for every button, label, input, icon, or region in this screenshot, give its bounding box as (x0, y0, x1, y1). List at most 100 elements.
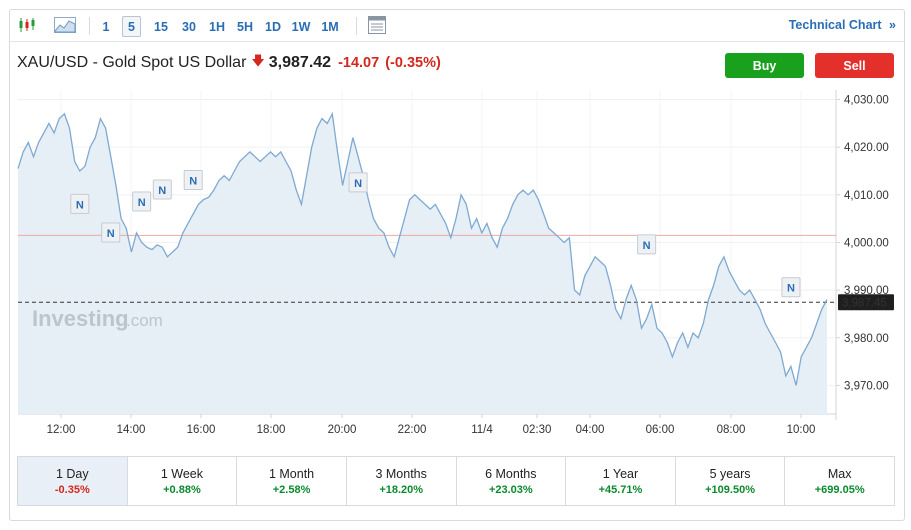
news-marker-label: N (107, 228, 115, 240)
indicators-icon[interactable] (366, 15, 388, 35)
watermark-brand: Investing (32, 306, 129, 331)
buy-button[interactable]: Buy (725, 53, 804, 78)
news-marker-inner (638, 235, 655, 253)
area-chart-icon[interactable] (52, 15, 78, 35)
period-label: 5 years (709, 466, 751, 481)
x-tick-label: 14:00 (117, 424, 146, 436)
y-tick-label: 4,020.00 (844, 142, 889, 154)
news-marker[interactable]: N (132, 191, 152, 212)
price-area (18, 113, 827, 415)
news-marker-inner (102, 223, 119, 241)
timeframe-1h[interactable]: 1H (209, 19, 225, 34)
news-marker[interactable]: N (637, 234, 657, 255)
technical-chart-link[interactable]: Technical Chart » (789, 18, 896, 32)
period-label: 1 Day (55, 466, 89, 481)
price-change-percent: (-0.35%) (385, 55, 441, 71)
news-marker[interactable]: N (781, 277, 801, 298)
technical-chart-label: Technical Chart (788, 18, 882, 32)
period-change: +0.88% (163, 483, 201, 496)
chart-toolbar: 1 5 15 30 1H 5H 1D 1W 1M Technical Chart… (10, 10, 904, 42)
price-line (17, 111, 828, 386)
y-tick-label: 4,000.00 (844, 237, 889, 249)
period-label: 3 Months (375, 466, 427, 481)
timeframe-15[interactable]: 15 (154, 19, 168, 34)
y-tick-label: 3,990.00 (844, 285, 889, 297)
toolbar-divider (89, 17, 90, 35)
x-tick-label: 10:00 (787, 424, 816, 436)
news-marker-label: N (354, 178, 362, 190)
x-tick-label: 22:00 (398, 424, 427, 436)
period-label: 1 Year (602, 466, 639, 481)
period-change: +109.50% (705, 483, 755, 496)
timeframe-1w[interactable]: 1W (291, 19, 311, 34)
y-tick-label: 4,010.00 (844, 190, 889, 202)
x-tick-label: 20:00 (328, 424, 357, 436)
performance-periods: 1 Day -0.35% 1 Week +0.88% 1 Month +2.58% 3 Mo… (17, 456, 895, 506)
x-axis: 12:00 14:00 16:00 18:00 20:00 22:00 11/4 02:30 0… (47, 414, 816, 436)
last-price: 3,987.42 (268, 54, 332, 71)
news-marker[interactable]: N (70, 193, 90, 214)
timeframe-1[interactable]: 1 (102, 19, 110, 34)
investing-watermark: Investing .com (32, 306, 163, 331)
timeframe-30[interactable]: 30 (182, 19, 196, 34)
period-change: +18.20% (379, 483, 424, 496)
news-marker[interactable]: N (101, 222, 121, 243)
period-change: +2.58% (272, 483, 311, 496)
news-marker-label: N (787, 283, 795, 295)
double-chevron-right-icon: » (889, 18, 896, 32)
sell-button[interactable]: Sell (815, 53, 894, 78)
period-1-week[interactable]: 1 Week +0.88% (128, 457, 238, 505)
period-change: -0.35% (54, 483, 90, 496)
news-marker-inner (350, 173, 367, 191)
period-max[interactable]: Max +699.05% (785, 457, 894, 505)
period-change: +45.71% (598, 483, 643, 496)
news-marker[interactable]: N (348, 172, 368, 193)
timeframe-1d[interactable]: 1D (265, 19, 281, 34)
period-1-day[interactable]: 1 Day -0.35% (18, 457, 128, 505)
y-tick-label: 4,030.00 (844, 95, 889, 107)
current-price-label: 3,987.45 (842, 297, 887, 309)
news-marker-inner (71, 195, 88, 213)
y-tick-label: 3,970.00 (844, 380, 889, 392)
timeframe-1m[interactable]: 1M (321, 19, 339, 34)
period-1-year[interactable]: 1 Year +45.71% (566, 457, 676, 505)
period-5-years[interactable]: 5 years +109.50% (676, 457, 786, 505)
price-change: -14.07 (338, 55, 380, 71)
timeframe-5[interactable]: 5 (122, 16, 141, 37)
timeframe-5h[interactable]: 5H (237, 19, 253, 34)
x-tick-label: 16:00 (187, 424, 216, 436)
period-3-months[interactable]: 3 Months +18.20% (347, 457, 457, 505)
current-price-tag: 3,987.45 (838, 294, 894, 311)
news-marker-inner (133, 192, 150, 210)
toolbar-divider (356, 17, 357, 35)
news-marker[interactable]: N (183, 170, 203, 191)
news-marker-inner (154, 181, 171, 199)
x-tick-label: 02:30 (523, 424, 552, 436)
x-tick-label: 12:00 (47, 424, 76, 436)
news-marker[interactable]: N (152, 179, 172, 200)
period-label: 1 Month (268, 466, 315, 481)
news-marker-label: N (189, 176, 197, 188)
news-marker-label: N (76, 199, 84, 211)
news-marker-label: N (643, 240, 651, 252)
period-label: 6 Months (485, 466, 537, 481)
down-arrow-icon: 🡇 (251, 53, 265, 68)
news-marker-label: N (138, 197, 146, 209)
watermark-suffix: .com (126, 311, 163, 330)
y-tick-label: 3,980.00 (844, 333, 889, 345)
instrument-header: XAU/USD - Gold Spot US Dollar 🡇 3,987.42… (17, 52, 441, 74)
x-tick-label: 08:00 (717, 424, 746, 436)
y-axis: 4,030.00 4,020.00 4,010.00 4,000.00 3,990.00… (836, 95, 889, 392)
period-1-month[interactable]: 1 Month +2.58% (237, 457, 347, 505)
x-tick-label: 18:00 (257, 424, 286, 436)
news-marker-label: N (158, 185, 166, 197)
chart-widget: 1 5 15 30 1H 5H 1D 1W 1M Technical Chart… (9, 9, 905, 521)
x-tick-label: 06:00 (646, 424, 675, 436)
instrument-name: XAU/USD - Gold Spot US Dollar (17, 54, 247, 71)
news-marker-inner (782, 278, 799, 296)
period-6-months[interactable]: 6 Months +23.03% (457, 457, 567, 505)
candlestick-icon[interactable] (16, 15, 38, 35)
period-label: 1 Week (160, 466, 204, 481)
